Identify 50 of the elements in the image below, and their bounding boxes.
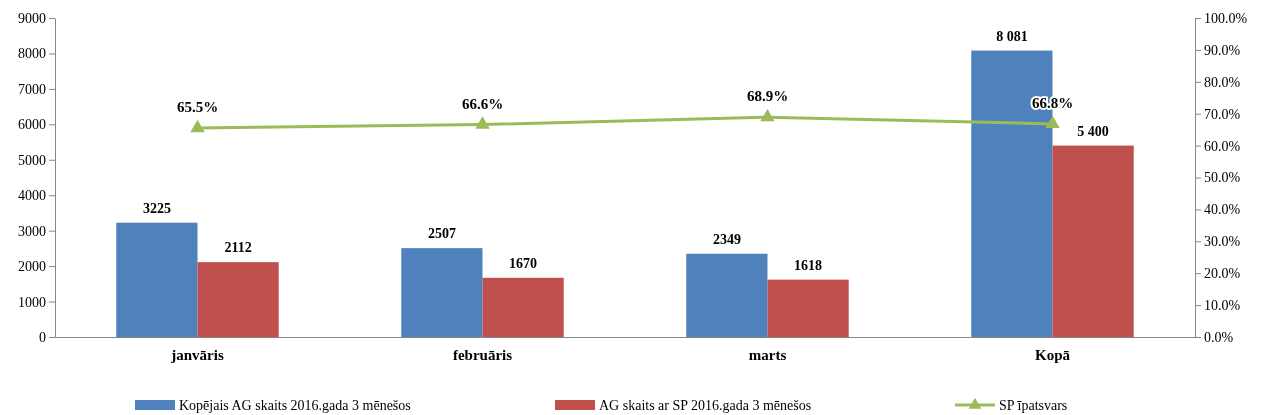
y-tick-label: 8000: [18, 46, 46, 62]
bar: [116, 222, 198, 337]
y-tick-label: 2000: [18, 259, 46, 275]
bar: [686, 253, 768, 337]
y2-tick-label: 50.0%: [1204, 170, 1241, 186]
data-label: 2349: [712, 231, 741, 247]
legend-label: SP īpatsvars: [999, 398, 1068, 413]
point: [1045, 115, 1060, 129]
data-label: 1670: [509, 255, 538, 271]
y2-tick-label: 90.0%: [1204, 42, 1241, 58]
point: [190, 119, 205, 133]
data-label: 68.9%: [746, 88, 789, 105]
y-tick-label: 6000: [18, 117, 46, 133]
y2-tick-label: 0.0%: [1204, 329, 1234, 345]
x-tick-label: janvāris: [170, 346, 224, 363]
x-tick-label: marts: [748, 346, 787, 363]
y-tick-label: 5000: [18, 152, 46, 168]
bar: [767, 279, 849, 337]
point: [475, 116, 490, 129]
y-tick-label: 4000: [18, 188, 46, 204]
y-tick-label: 7000: [18, 81, 46, 97]
y2-tick-label: 70.0%: [1204, 106, 1241, 122]
y2-tick-label: 10.0%: [1204, 298, 1241, 314]
data-label: 2507: [427, 226, 456, 242]
y-tick-label: 3000: [18, 223, 46, 239]
y2-tick-label: 20.0%: [1204, 266, 1241, 282]
y2-tick-label: 100.0%: [1204, 10, 1248, 26]
data-label: 66.6%: [461, 95, 504, 112]
y2-tick-label: 40.0%: [1204, 202, 1241, 218]
y-tick-label: 9000: [18, 10, 46, 26]
bar: [197, 262, 279, 337]
y2-tick-label: 30.0%: [1204, 234, 1241, 250]
data-label: 3225: [142, 200, 171, 216]
legend-label: AG skaits ar SP 2016.gada 3 mēnešos: [599, 398, 812, 413]
y2-tick-label: 80.0%: [1204, 74, 1241, 90]
data-label: 1618: [794, 257, 823, 273]
point: [760, 108, 775, 122]
bar: [482, 277, 564, 337]
x-tick-label: februāris: [452, 346, 513, 363]
bar: [401, 248, 483, 337]
data-label: 5 400: [1077, 123, 1109, 139]
legend-label: Kopējais AG skaits 2016.gada 3 mēnešos: [179, 398, 411, 413]
y-tick-label: 1000: [18, 294, 46, 310]
data-label: 8 081: [996, 28, 1028, 44]
x-tick-label: Kopā: [1034, 346, 1071, 363]
y-tick-label: 0: [39, 329, 46, 345]
data-label: 2112: [224, 240, 252, 256]
bar: [1052, 145, 1134, 337]
y2-tick-label: 60.0%: [1204, 138, 1241, 154]
data-label: 65.5%: [176, 99, 219, 116]
